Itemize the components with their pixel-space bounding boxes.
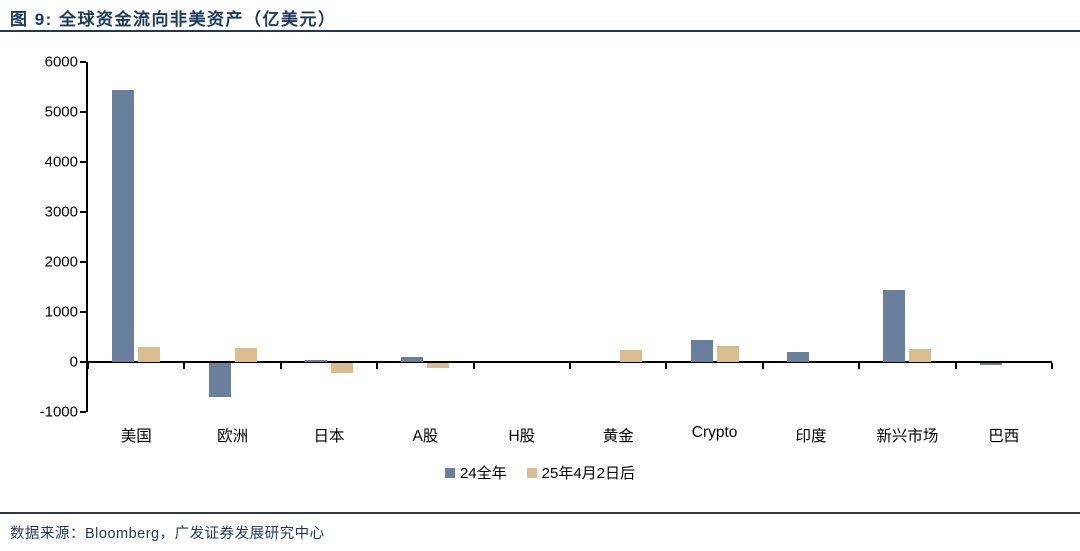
- bar-25年4月2日后-美国: [138, 346, 161, 362]
- y-axis-label: 3000: [44, 203, 78, 221]
- legend-label: 25年4月2日后: [541, 465, 636, 482]
- legend-swatch-icon: [444, 467, 455, 478]
- bar-25年4月2日后-黄金: [620, 349, 643, 362]
- x-axis-tick: [761, 363, 764, 369]
- y-axis-tick: [80, 161, 86, 163]
- x-axis-tick: [1051, 363, 1053, 369]
- x-axis-tick: [183, 363, 186, 369]
- y-axis-tick: [80, 411, 86, 413]
- bar-25年4月2日后-日本: [331, 363, 353, 373]
- category-label: 新兴市场: [876, 428, 939, 445]
- category-label: Crypto: [691, 424, 738, 441]
- y-axis-label: 2000: [44, 253, 78, 271]
- x-axis-tick: [376, 363, 379, 369]
- bar-24全年-欧洲: [208, 363, 231, 397]
- y-axis-label: -1000: [39, 403, 78, 421]
- legend-item: 24全年: [444, 462, 507, 483]
- x-axis-tick: [954, 363, 957, 369]
- figure-title: 图 9: 全球资金流向非美资产（亿美元）: [10, 10, 337, 29]
- bar-24全年-A股: [401, 356, 424, 362]
- y-axis-line: [86, 62, 88, 412]
- bar-24全年-印度: [787, 352, 809, 362]
- y-axis-label: 0: [69, 353, 78, 371]
- category-label: 印度: [795, 428, 827, 445]
- x-axis-tick: [665, 363, 668, 369]
- legend-item: 25年4月2日后: [526, 462, 636, 483]
- bar-25年4月2日后-新兴市场: [909, 349, 932, 362]
- legend-label: 24全年: [459, 465, 507, 482]
- category-label: 巴西: [988, 428, 1020, 445]
- bar-24全年-巴西: [979, 363, 1002, 365]
- category-label: 欧洲: [217, 428, 249, 445]
- category-label: 美国: [120, 428, 152, 445]
- bar-25年4月2日后-A股: [427, 363, 450, 368]
- x-axis-tick: [472, 363, 475, 369]
- y-axis-label: 6000: [44, 53, 78, 71]
- category-label: A股: [412, 428, 439, 445]
- bar-24全年-美国: [112, 89, 135, 362]
- bar-24全年-日本: [305, 359, 327, 362]
- y-axis-tick: [80, 111, 86, 113]
- chart-legend: 24全年 25年4月2日后: [0, 462, 1080, 483]
- title-divider: [0, 30, 1080, 32]
- footer-divider: [0, 512, 1080, 514]
- y-axis-tick: [80, 211, 86, 213]
- bar-24全年-新兴市场: [883, 289, 906, 362]
- y-axis-tick: [80, 61, 86, 63]
- x-axis-tick: [569, 363, 571, 369]
- x-axis-tick: [87, 363, 89, 369]
- category-label: 黄金: [602, 428, 634, 445]
- y-axis-label: 5000: [44, 103, 78, 121]
- bar-25年4月2日后-欧洲: [234, 348, 257, 362]
- category-label: 日本: [313, 428, 345, 445]
- category-label: H股: [508, 428, 536, 445]
- x-axis-tick: [279, 363, 282, 369]
- x-axis-line: [88, 361, 1052, 363]
- y-axis-label: 1000: [44, 303, 78, 321]
- bar-24全年-Crypto: [690, 339, 713, 362]
- y-axis-tick: [80, 361, 86, 363]
- x-axis-tick: [858, 363, 861, 369]
- y-axis-tick: [80, 311, 86, 313]
- legend-swatch-icon: [526, 467, 537, 478]
- y-axis-tick: [80, 261, 86, 263]
- data-source-note: 数据来源：Bloomberg，广发证券发展研究中心: [10, 526, 325, 542]
- bar-25年4月2日后-Crypto: [716, 346, 739, 362]
- y-axis-label: 4000: [44, 153, 78, 171]
